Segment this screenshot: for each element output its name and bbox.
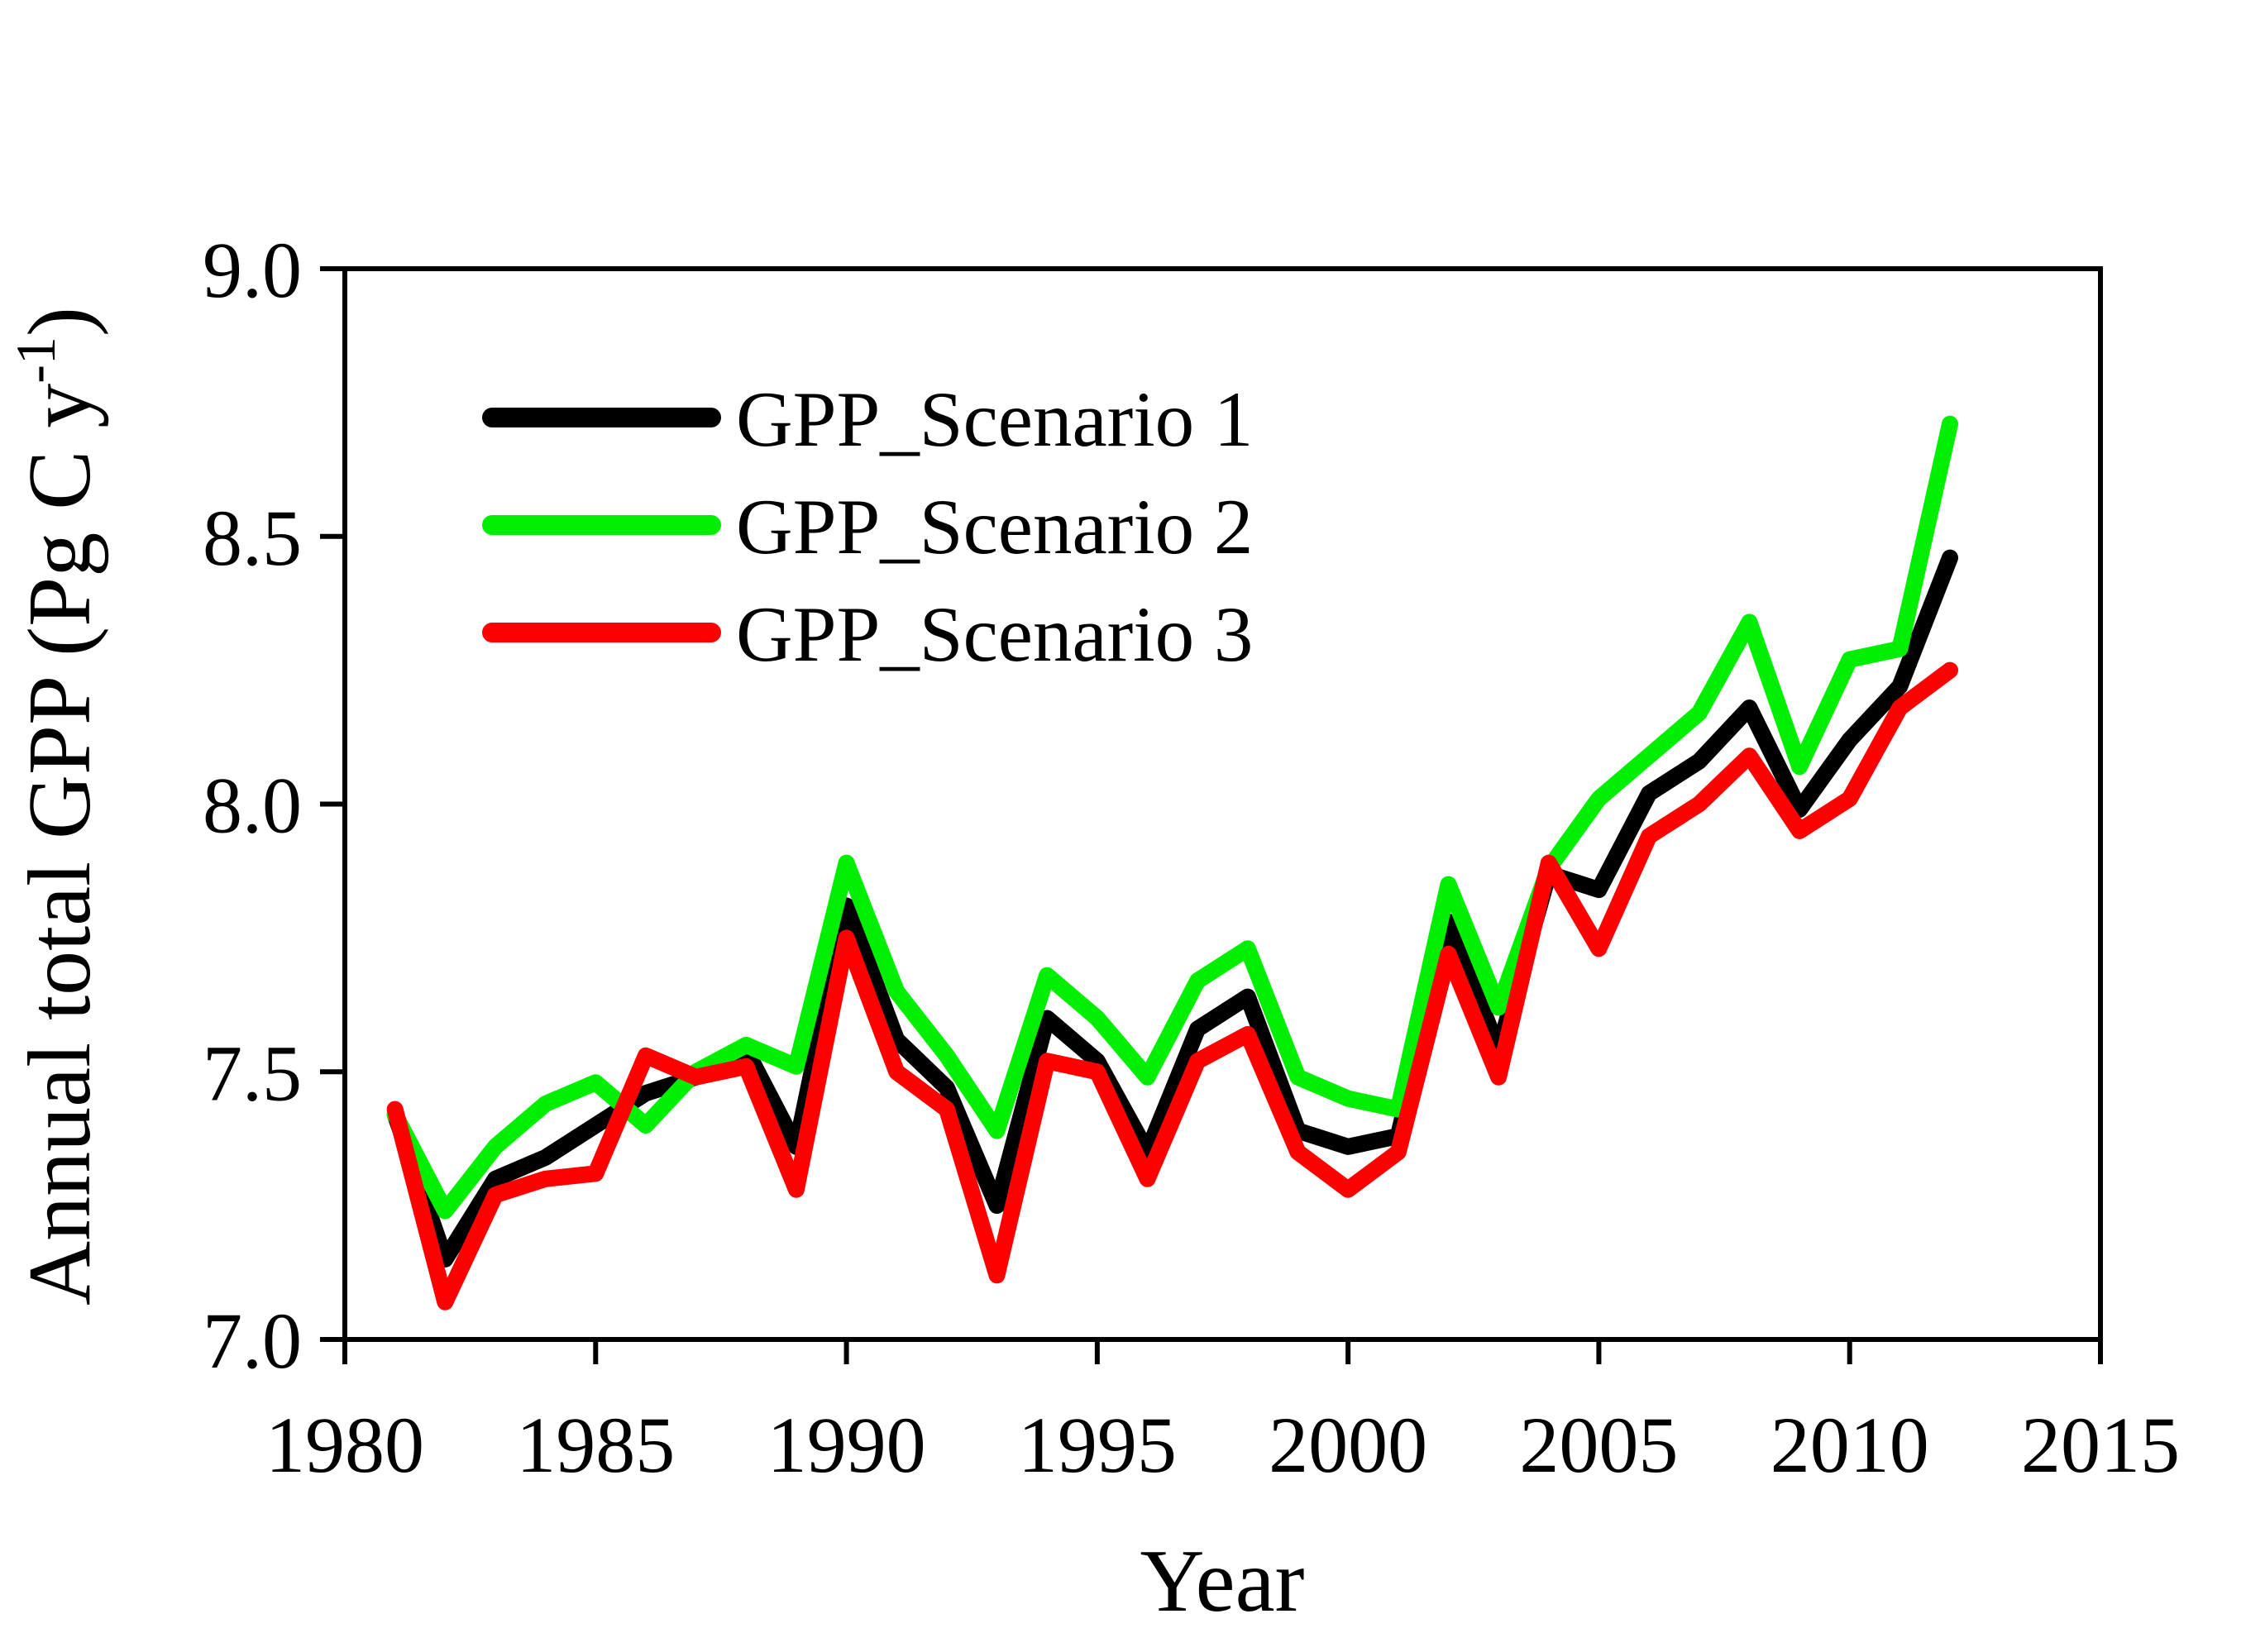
x-tick-label: 2005 — [1519, 1401, 1678, 1489]
series-line-gpp-scenario-2 — [386, 415, 1958, 1220]
x-tick-label: 1990 — [767, 1401, 926, 1489]
x-tick-label: 1980 — [265, 1401, 424, 1489]
series-line-gpp-scenario-3 — [386, 661, 1958, 1311]
y-tick-label: 7.5 — [203, 1029, 302, 1117]
legend-label-3: GPP_Scenario 3 — [736, 590, 1253, 678]
y-axis-title-close: ) — [11, 307, 109, 337]
y-tick-label: 7.0 — [203, 1296, 302, 1385]
legend-label-1: GPP_Scenario 1 — [736, 375, 1253, 463]
y-tick-label: 9.0 — [203, 226, 302, 314]
series-line-gpp-scenario-1 — [386, 549, 1958, 1268]
y-tick-label: 8.0 — [203, 762, 302, 850]
y-axis-title-main: Annual total GPP (Pg C y — [11, 384, 109, 1306]
y-axis-title: Annual total GPP (Pg C y-1) — [4, 307, 109, 1306]
y-tick-label: 8.5 — [203, 494, 302, 582]
x-tick-label: 2010 — [1771, 1401, 1929, 1489]
x-tick-label: 1995 — [1018, 1401, 1177, 1489]
y-axis-title-superscript: -1 — [4, 337, 67, 384]
x-tick-label: 2000 — [1269, 1401, 1427, 1489]
legend-label-2: GPP_Scenario 2 — [736, 483, 1253, 571]
x-axis-title: Year — [1140, 1532, 1304, 1631]
x-tick-label: 1985 — [516, 1401, 675, 1489]
x-tick-label: 2015 — [2021, 1401, 2180, 1489]
